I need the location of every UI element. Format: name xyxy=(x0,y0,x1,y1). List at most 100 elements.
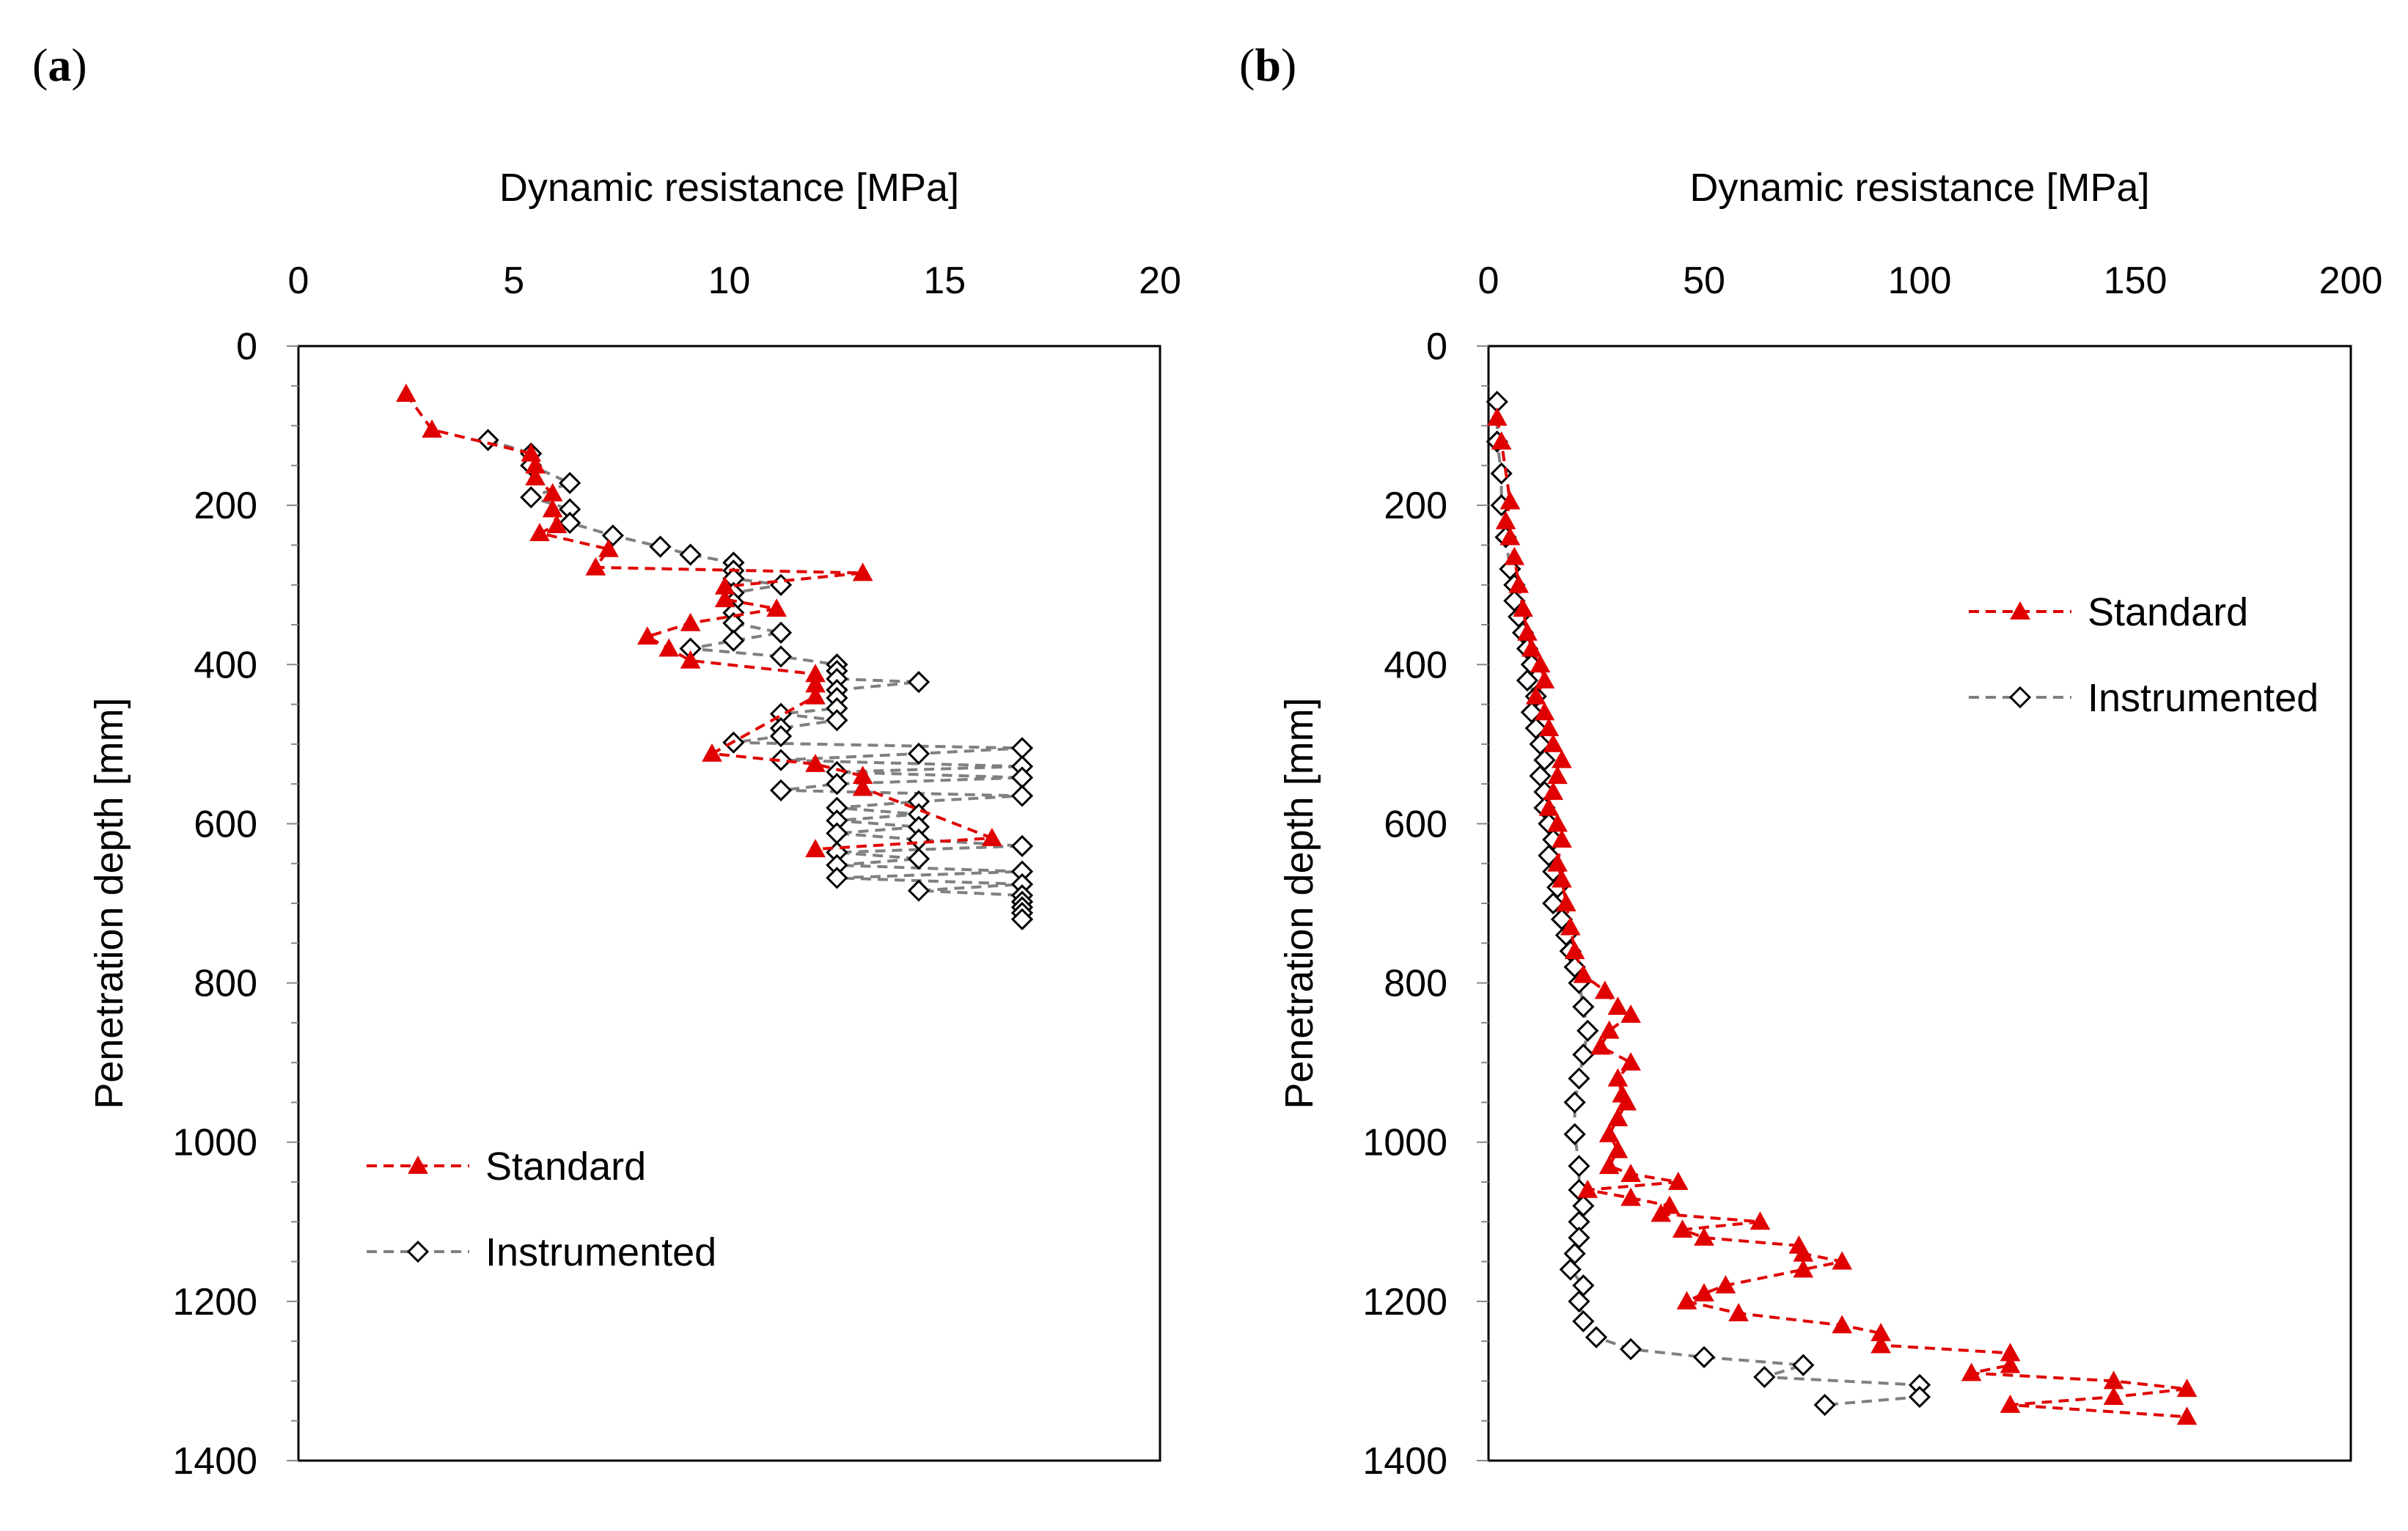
data-point xyxy=(1010,785,1034,807)
data-point xyxy=(559,471,581,494)
chart-a: 0 200 400 600 800 1000 1200 1400 0 5 10 15 20 Dynamic… xyxy=(87,166,1181,1483)
data-point xyxy=(525,467,546,486)
data-point xyxy=(1715,1275,1736,1294)
y-tick-label: 400 xyxy=(1384,644,1447,686)
data-point xyxy=(1534,669,1555,689)
x-tick-label: 150 xyxy=(2104,260,2167,302)
data-point xyxy=(1694,1282,1714,1301)
data-point xyxy=(1672,1219,1693,1238)
y-tick-label: 600 xyxy=(1384,803,1447,845)
data-point xyxy=(1692,1345,1716,1368)
data-point xyxy=(601,524,624,547)
data-point xyxy=(1607,1068,1629,1087)
data-point xyxy=(1961,1362,1982,1381)
y-tick-label: 1400 xyxy=(1362,1440,1447,1483)
data-point xyxy=(396,383,416,403)
data-point xyxy=(1728,1303,1749,1322)
data-point xyxy=(637,626,658,645)
data-point xyxy=(769,749,793,771)
data-point xyxy=(1529,765,1552,787)
data-point xyxy=(907,829,930,851)
x-axis-title-a: Dynamic resistance [MPa] xyxy=(499,166,959,210)
data-point xyxy=(852,562,873,581)
data-point xyxy=(1753,1365,1776,1389)
legend-label: Instrumented xyxy=(485,1230,716,1274)
data-point xyxy=(1010,737,1034,760)
legend-label: Standard xyxy=(2088,590,2248,634)
data-point xyxy=(1572,1194,1595,1217)
data-point xyxy=(1793,1259,1814,1278)
data-point xyxy=(1555,892,1576,911)
data-point xyxy=(1521,638,1542,657)
data-point xyxy=(1908,1386,1931,1409)
legend-a: Standard Instrumented xyxy=(367,1145,716,1274)
data-point xyxy=(1568,1290,1590,1312)
data-point xyxy=(679,543,702,566)
data-point xyxy=(1010,766,1034,789)
data-point xyxy=(1576,1019,1599,1042)
data-point xyxy=(1552,749,1572,768)
data-point xyxy=(769,724,793,748)
data-point xyxy=(1486,407,1508,426)
data-point xyxy=(1585,1326,1608,1348)
y-axis-title-b: Penetration depth [mm] xyxy=(1277,697,1321,1109)
y-tick-label: 600 xyxy=(194,803,257,845)
data-point xyxy=(1538,797,1560,816)
x-tick-label: 50 xyxy=(1683,260,1725,302)
y-tick-label: 1000 xyxy=(172,1122,257,1164)
data-point xyxy=(1533,749,1556,771)
y-tick-label: 1200 xyxy=(172,1281,257,1323)
x-tick-label: 5 xyxy=(503,260,524,302)
data-point xyxy=(649,535,672,558)
data-point xyxy=(1620,1052,1641,1071)
data-point xyxy=(1577,1179,1598,1198)
data-point xyxy=(1491,431,1512,450)
series-line-instrumented xyxy=(487,438,1024,919)
legend-marker xyxy=(406,1240,430,1263)
data-point xyxy=(2000,1394,2021,1413)
y-tick-label: 400 xyxy=(194,644,257,686)
data-point xyxy=(702,743,722,762)
plot-area-b xyxy=(1487,345,2352,1462)
data-point xyxy=(907,671,930,694)
data-point xyxy=(1500,491,1521,510)
data-point xyxy=(1572,1310,1595,1333)
data-point xyxy=(1568,1155,1590,1178)
y-tick-label: 1400 xyxy=(172,1440,257,1483)
series-instrumented-a xyxy=(477,428,1034,930)
data-point xyxy=(1543,733,1564,752)
data-point xyxy=(907,742,930,766)
legend-marker xyxy=(2008,686,2032,709)
data-point xyxy=(1568,1067,1590,1090)
data-point xyxy=(1572,996,1595,1018)
data-point xyxy=(1547,813,1568,832)
y-tick-label: 0 xyxy=(1426,326,1447,368)
data-point xyxy=(422,419,442,438)
data-point xyxy=(1594,980,1615,999)
data-point xyxy=(1607,996,1629,1016)
data-point xyxy=(1563,1123,1586,1145)
data-point xyxy=(1871,1334,1891,1354)
y-tick-label: 800 xyxy=(1384,963,1447,1005)
data-point xyxy=(1530,654,1551,673)
chart-b: 0 200 400 600 800 1000 1200 1400 0 50 100 150 200 Dyn… xyxy=(1277,166,2382,1483)
data-point xyxy=(477,428,499,452)
data-point xyxy=(1694,1227,1714,1246)
series-instrumented-b xyxy=(1486,390,1931,1417)
data-point xyxy=(1792,1354,1815,1376)
data-point xyxy=(769,573,793,596)
data-point xyxy=(826,822,848,845)
legend-b: Standard Instrumented xyxy=(1969,590,2319,720)
data-point xyxy=(1560,917,1581,936)
data-point xyxy=(680,650,701,669)
legend-marker xyxy=(2010,601,2030,620)
data-point xyxy=(769,779,793,801)
data-point xyxy=(907,848,930,870)
data-point xyxy=(1620,1004,1641,1023)
data-point xyxy=(1572,1043,1595,1066)
data-point xyxy=(982,827,1002,846)
data-point xyxy=(1500,526,1521,546)
data-point xyxy=(1525,686,1546,705)
data-point xyxy=(907,879,930,902)
